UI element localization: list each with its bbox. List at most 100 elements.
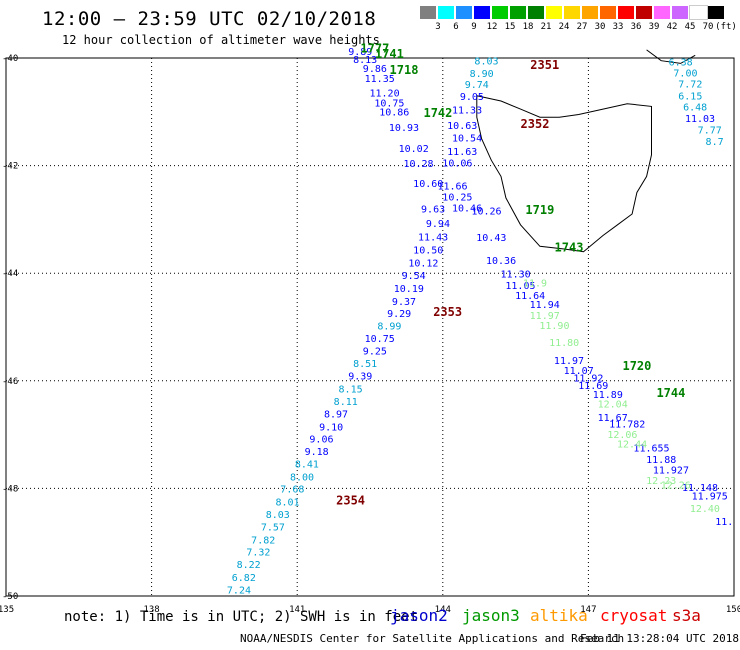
wave-height-value: 9.29	[387, 309, 411, 320]
wave-height-value: 10.26	[471, 207, 501, 218]
wave-height-value: 11.94	[530, 300, 560, 311]
lon-tick-label: 141	[289, 605, 305, 615]
lat-tick-label: -50	[2, 592, 18, 602]
footer-credit: NOAA/NESDIS Center for Satellite Applica…	[240, 632, 625, 645]
satellite-jason3: jason3	[462, 606, 520, 625]
wave-height-value: 10.02	[399, 144, 429, 155]
chart-subtitle: 12 hour collection of altimeter wave hei…	[62, 33, 380, 47]
wave-height-value: 11.67	[598, 413, 628, 424]
lon-tick-label: 144	[435, 605, 451, 615]
pass-label: 2352	[521, 117, 550, 131]
lat-tick-label: -46	[2, 377, 18, 387]
wave-height-value: 11.	[715, 517, 733, 528]
wave-height-value: 7.57	[261, 522, 285, 533]
pass-label: 1719	[525, 203, 554, 217]
scale-unit: (ft)	[715, 22, 737, 32]
wave-height-value: 8.11	[334, 397, 358, 408]
wave-height-value: 10.36	[486, 256, 516, 267]
scale-swatch	[636, 6, 653, 19]
wave-height-value: 6.15	[678, 91, 702, 102]
wave-height-value: 11.35	[365, 74, 395, 85]
wave-height-value: 12.44	[617, 440, 647, 451]
wave-height-value: 10.50	[413, 245, 443, 256]
scale-swatch	[420, 6, 437, 19]
wave-height-value: 10.93	[389, 123, 419, 134]
wave-height-value: 9.39	[348, 372, 372, 383]
wave-height-value: 7.72	[678, 80, 702, 91]
wave-height-value: 11.975	[692, 492, 728, 503]
wave-height-value: 8.41	[295, 459, 319, 470]
wave-height-value: 7.77	[698, 125, 722, 136]
scale-label: 27	[576, 22, 588, 32]
tasmania-coastline	[476, 95, 652, 253]
wave-height-value: 9.05	[460, 92, 484, 103]
wave-height-value: 12.26	[661, 480, 691, 491]
wave-height-value: 11.20	[370, 89, 400, 100]
wave-height-value: 6.48	[683, 103, 707, 114]
scale-label: 45	[684, 22, 696, 32]
wave-height-value: 8.51	[353, 359, 377, 370]
wave-height-value: 11.89	[593, 390, 623, 401]
wave-height-value: 11.66	[437, 181, 467, 192]
scale-label: 9	[471, 22, 477, 32]
wave-height-value: 12.40	[690, 504, 720, 515]
wave-height-value: 10.12	[408, 259, 438, 270]
lon-tick-label: 138	[143, 605, 159, 615]
wave-height-value: 11.30	[501, 270, 531, 281]
wave-height-value: 7.82	[251, 535, 275, 546]
wave-height-value: 9.54	[402, 271, 426, 282]
scale-swatch	[564, 6, 581, 19]
wave-height-value: 6.82	[232, 573, 256, 584]
wave-height-value: 11.43	[418, 232, 448, 243]
wave-height-value: 11.33	[452, 105, 482, 116]
wave-height-value: 6.38	[669, 58, 693, 69]
scale-swatch	[474, 6, 491, 19]
scale-label: 18	[522, 22, 534, 32]
wave-height-value: 9.06	[309, 435, 333, 446]
wave-height-value: 8.01	[275, 498, 299, 509]
scale-label: 70	[702, 22, 714, 32]
scale-swatch	[708, 6, 725, 19]
satellite-jason2: jason2	[390, 606, 448, 625]
wave-height-value: 9.10	[319, 422, 343, 433]
wave-height-value: 9.74	[465, 80, 489, 91]
scale-swatch	[689, 5, 708, 20]
wave-height-value: 10.28	[403, 159, 433, 170]
scale-label: 21	[540, 22, 552, 32]
satellite-s3a: s3a	[672, 606, 701, 625]
scale-label: 3	[435, 22, 441, 32]
scale-swatch	[582, 6, 599, 19]
wave-height-value: 12.06	[607, 430, 637, 441]
wave-height-value: 11.9	[523, 279, 547, 290]
pass-label: 1777	[360, 42, 389, 56]
scale-swatch	[546, 6, 563, 19]
chart-title: 12:00 – 23:59 UTC 02/10/2018	[42, 8, 377, 30]
wave-height-value: 7.24	[227, 585, 251, 596]
lon-tick-label: 150	[726, 605, 740, 615]
scale-label: 33	[612, 22, 624, 32]
wave-height-value: 11.80	[549, 338, 579, 349]
wave-height-value: 10.06	[442, 159, 472, 170]
wave-height-value: 11.07	[564, 366, 594, 377]
scale-label: 24	[558, 22, 570, 32]
wave-height-value: 9.18	[305, 447, 329, 458]
wave-height-value: 11.97	[554, 356, 584, 367]
lon-tick-label: 135	[0, 605, 14, 615]
scale-label: 30	[594, 22, 606, 32]
mainland-coastline	[646, 49, 696, 64]
wave-height-value: 11.148	[682, 483, 718, 494]
wave-height-value: 11.05	[505, 281, 535, 292]
wave-height-value: 10.19	[394, 284, 424, 295]
wave-height-value: 11.90	[539, 321, 569, 332]
scale-swatch	[618, 6, 635, 19]
wave-height-value: 9.94	[426, 219, 450, 230]
wave-height-value: 10.54	[452, 133, 482, 144]
scale-swatch	[438, 6, 455, 19]
pass-label: 1744	[656, 386, 685, 400]
scale-label: 42	[666, 22, 678, 32]
wave-height-value: 8.03	[266, 510, 290, 521]
wave-height-value: 10.75	[365, 334, 395, 345]
wave-height-value: 10.86	[379, 108, 409, 119]
